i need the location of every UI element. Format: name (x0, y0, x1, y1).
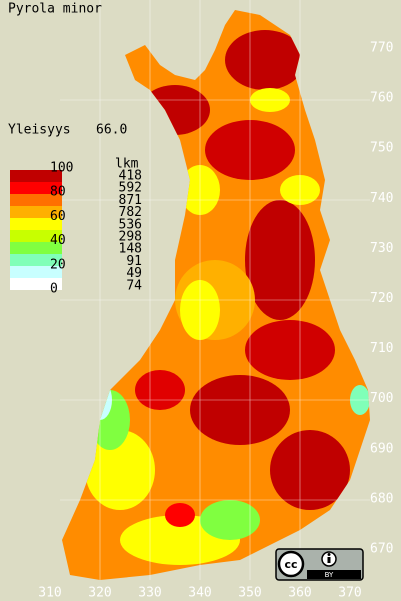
license-badge: cc BY (275, 548, 364, 581)
y-label: 750 (370, 141, 393, 156)
legend-count: 298 (119, 230, 142, 245)
y-label: 690 (370, 441, 393, 456)
legend-swatch (10, 278, 62, 290)
x-label: 330 (138, 586, 161, 601)
legend-count: 782 (119, 205, 142, 220)
x-label: 310 (38, 586, 61, 601)
legend-scale-label: 40 (50, 233, 66, 248)
x-label: 350 (238, 586, 261, 601)
count-header: lkm (115, 157, 139, 172)
y-label: 680 (370, 491, 393, 506)
svg-text:cc: cc (284, 558, 297, 571)
grid (60, 0, 370, 580)
legend-swatch (10, 194, 62, 206)
legend-count: 74 (126, 278, 142, 293)
legend-count: 49 (126, 266, 142, 281)
legend-scale-label: 60 (50, 209, 66, 224)
y-label: 710 (370, 341, 393, 356)
y-label: 720 (370, 291, 393, 306)
legend-count: 871 (119, 193, 142, 208)
y-label: 730 (370, 241, 393, 256)
legend-swatch (10, 218, 62, 230)
x-label: 320 (88, 586, 111, 601)
legend-swatch (10, 266, 62, 278)
legend-swatch (10, 254, 62, 266)
legend-count: 536 (119, 217, 142, 232)
x-label: 370 (338, 586, 361, 601)
legend-count: 148 (119, 242, 142, 257)
legend-scale-label: 80 (50, 185, 66, 200)
legend-swatch (10, 182, 62, 194)
y-label: 670 (370, 542, 393, 557)
title: Pyrola minor (8, 2, 102, 17)
y-label: 740 (370, 191, 393, 206)
legend-count: 91 (126, 254, 142, 269)
y-label: 760 (370, 91, 393, 106)
legend-swatch (10, 170, 62, 182)
legend-swatch (10, 230, 62, 242)
y-label: 770 (370, 41, 393, 56)
frequency-value: 66.0 (96, 123, 127, 138)
frequency-label: Yleisyys (8, 123, 71, 138)
legend-swatch (10, 242, 62, 254)
legend-scale-label: 0 (50, 282, 58, 297)
legend-scale-label: 20 (50, 257, 66, 272)
license-text: BY (325, 571, 334, 579)
legend-scale-label: 100 (50, 161, 73, 176)
y-label: 700 (370, 391, 393, 406)
legend-count: 592 (119, 181, 142, 196)
legend-swatch (10, 206, 62, 218)
x-label: 340 (188, 586, 211, 601)
legend-count: 418 (119, 169, 142, 184)
x-label: 360 (288, 586, 311, 601)
